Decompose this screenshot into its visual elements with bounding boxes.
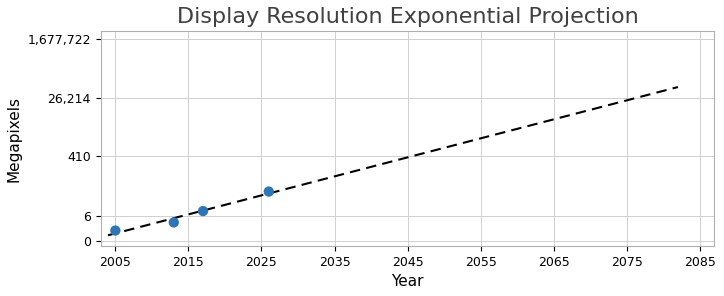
- Point: [263, 189, 274, 194]
- Y-axis label: Megapixels: Megapixels: [7, 96, 22, 181]
- X-axis label: Year: Year: [392, 274, 424, 289]
- Point: [197, 209, 209, 213]
- Point: [109, 228, 121, 233]
- Title: Display Resolution Exponential Projection: Display Resolution Exponential Projectio…: [177, 7, 639, 27]
- Point: [168, 220, 180, 225]
